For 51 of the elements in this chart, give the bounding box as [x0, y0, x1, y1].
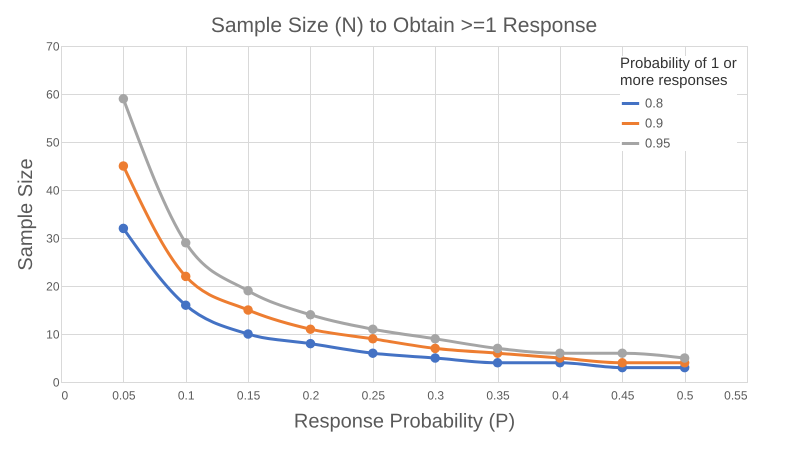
chart-title: Sample Size (N) to Obtain >=1 Response	[210, 14, 598, 37]
legend-label: 0.8	[645, 96, 664, 110]
point	[368, 334, 378, 344]
x-tick-label: 0.45	[611, 388, 635, 402]
legend-label: 0.9	[645, 116, 664, 130]
legend-title: Probability of 1 or more responses	[620, 55, 737, 89]
y-tick-label: 20	[46, 280, 60, 294]
point	[118, 161, 128, 171]
point	[618, 358, 628, 368]
x-tick-label: 0.25	[362, 388, 386, 402]
legend-label: 0.95	[645, 136, 670, 150]
y-tick-label: 0	[52, 376, 60, 390]
point	[618, 348, 628, 358]
point	[243, 329, 253, 339]
point	[430, 353, 440, 363]
point	[368, 348, 378, 358]
point	[243, 286, 253, 296]
point	[430, 344, 440, 354]
point	[492, 344, 502, 354]
point	[180, 272, 190, 282]
point	[243, 305, 253, 315]
x-tick-label: 0.55	[724, 388, 748, 402]
y-tick-label: 50	[46, 136, 60, 150]
x-tick-label: 0.1	[178, 388, 195, 402]
x-tick-label: 0.05	[112, 388, 136, 402]
x-tick-label: 0.4	[552, 388, 570, 402]
y-tick-label: 40	[46, 184, 60, 198]
point	[492, 358, 502, 368]
y-axis-title: Sample Size	[15, 158, 38, 271]
point	[180, 300, 190, 310]
point	[306, 310, 316, 320]
x-axis-title: Response Probability (P)	[294, 410, 516, 432]
y-tick-label: 60	[46, 88, 60, 102]
point	[306, 324, 316, 334]
y-tick-label: 70	[46, 40, 60, 54]
point	[118, 224, 128, 234]
x-tick-label: 0.2	[302, 388, 320, 402]
point	[555, 348, 565, 358]
y-tick-label: 30	[46, 232, 60, 246]
y-tick-label: 10	[46, 328, 60, 342]
x-tick-label: 0.5	[676, 388, 694, 402]
x-tick-label: 0.3	[427, 388, 444, 402]
x-tick-label: 0.15	[236, 388, 261, 402]
x-tick-label: 0	[62, 388, 68, 402]
point	[306, 338, 316, 348]
x-tick-label: 0.35	[486, 388, 510, 402]
point	[118, 94, 128, 104]
point	[368, 324, 378, 334]
point	[430, 334, 440, 344]
point	[680, 353, 690, 363]
point	[180, 238, 190, 248]
